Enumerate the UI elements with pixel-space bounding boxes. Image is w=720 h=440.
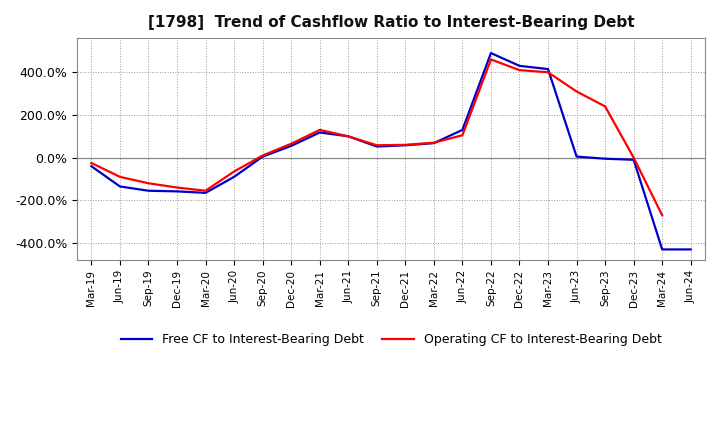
Free CF to Interest-Bearing Debt (116, 184, 125, 189)
Free CF to Interest-Bearing Debt (401, 143, 410, 148)
Operating CF to Interest-Bearing Debt (572, 89, 581, 94)
Free CF to Interest-Bearing Debt (458, 127, 467, 132)
Free CF to Interest-Bearing Debt (487, 51, 495, 56)
Title: [1798]  Trend of Cashflow Ratio to Interest-Bearing Debt: [1798] Trend of Cashflow Ratio to Intere… (148, 15, 634, 30)
Operating CF to Interest-Bearing Debt (258, 153, 267, 158)
Operating CF to Interest-Bearing Debt (544, 70, 552, 75)
Free CF to Interest-Bearing Debt (287, 143, 295, 149)
Operating CF to Interest-Bearing Debt (287, 141, 295, 147)
Operating CF to Interest-Bearing Debt (372, 143, 381, 148)
Operating CF to Interest-Bearing Debt (315, 127, 324, 132)
Free CF to Interest-Bearing Debt (144, 188, 153, 193)
Free CF to Interest-Bearing Debt (629, 157, 638, 162)
Free CF to Interest-Bearing Debt (544, 66, 552, 72)
Free CF to Interest-Bearing Debt (372, 144, 381, 149)
Free CF to Interest-Bearing Debt (201, 190, 210, 195)
Free CF to Interest-Bearing Debt (658, 247, 667, 252)
Operating CF to Interest-Bearing Debt (458, 132, 467, 138)
Operating CF to Interest-Bearing Debt (401, 142, 410, 147)
Free CF to Interest-Bearing Debt (87, 164, 96, 169)
Operating CF to Interest-Bearing Debt (173, 185, 181, 190)
Free CF to Interest-Bearing Debt (572, 154, 581, 159)
Line: Operating CF to Interest-Bearing Debt: Operating CF to Interest-Bearing Debt (91, 59, 662, 215)
Free CF to Interest-Bearing Debt (686, 247, 695, 252)
Operating CF to Interest-Bearing Debt (658, 213, 667, 218)
Operating CF to Interest-Bearing Debt (201, 188, 210, 193)
Operating CF to Interest-Bearing Debt (116, 174, 125, 180)
Operating CF to Interest-Bearing Debt (144, 181, 153, 186)
Operating CF to Interest-Bearing Debt (516, 67, 524, 73)
Operating CF to Interest-Bearing Debt (87, 160, 96, 165)
Line: Free CF to Interest-Bearing Debt: Free CF to Interest-Bearing Debt (91, 53, 690, 249)
Operating CF to Interest-Bearing Debt (629, 155, 638, 160)
Operating CF to Interest-Bearing Debt (344, 134, 353, 139)
Operating CF to Interest-Bearing Debt (430, 140, 438, 145)
Free CF to Interest-Bearing Debt (230, 174, 238, 180)
Operating CF to Interest-Bearing Debt (230, 169, 238, 174)
Legend: Free CF to Interest-Bearing Debt, Operating CF to Interest-Bearing Debt: Free CF to Interest-Bearing Debt, Operat… (120, 333, 662, 346)
Free CF to Interest-Bearing Debt (516, 63, 524, 69)
Free CF to Interest-Bearing Debt (600, 156, 609, 161)
Free CF to Interest-Bearing Debt (430, 140, 438, 146)
Free CF to Interest-Bearing Debt (315, 130, 324, 135)
Operating CF to Interest-Bearing Debt (600, 104, 609, 109)
Free CF to Interest-Bearing Debt (258, 154, 267, 159)
Operating CF to Interest-Bearing Debt (487, 57, 495, 62)
Free CF to Interest-Bearing Debt (173, 189, 181, 194)
Free CF to Interest-Bearing Debt (344, 134, 353, 139)
